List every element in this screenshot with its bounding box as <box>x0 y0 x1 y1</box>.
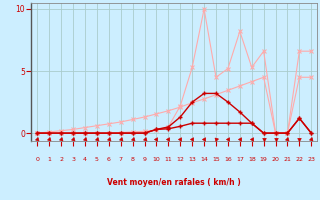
X-axis label: Vent moyen/en rafales ( km/h ): Vent moyen/en rafales ( km/h ) <box>108 178 241 187</box>
